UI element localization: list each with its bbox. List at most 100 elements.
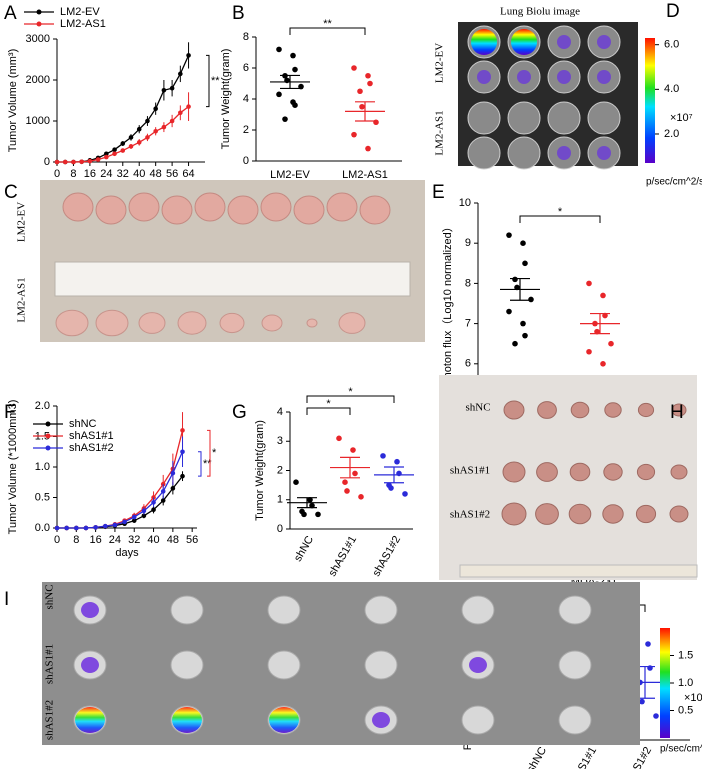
data-point bbox=[514, 284, 520, 291]
data-point bbox=[336, 435, 342, 442]
data-point bbox=[350, 447, 356, 453]
x-tick-label: 16 bbox=[84, 168, 96, 180]
data-point bbox=[128, 135, 134, 140]
signal bbox=[81, 657, 99, 673]
data-point bbox=[292, 102, 298, 108]
x-tick-label: shAS1#2 bbox=[621, 745, 654, 769]
data-point bbox=[342, 479, 348, 486]
tumor bbox=[635, 504, 657, 524]
well bbox=[467, 136, 501, 170]
data-point bbox=[522, 332, 528, 339]
data-point bbox=[131, 518, 137, 523]
data-point bbox=[512, 340, 518, 347]
tumor bbox=[261, 314, 283, 332]
tumor bbox=[170, 595, 204, 625]
sem-bar bbox=[590, 312, 610, 335]
colorbar bbox=[660, 628, 670, 738]
colorbar-unit: p/sec/cm^2/sr bbox=[660, 744, 702, 755]
significance-bracket bbox=[289, 27, 366, 35]
x-tick-label: 48 bbox=[150, 168, 162, 180]
y-tick-label: 2 bbox=[243, 124, 249, 136]
data-point bbox=[293, 479, 299, 486]
y-tick-label: 6 bbox=[243, 62, 249, 74]
data-point bbox=[112, 151, 117, 157]
x-tick-label: 40 bbox=[147, 534, 159, 546]
x-tick-label: 8 bbox=[70, 168, 76, 180]
sem-bar bbox=[355, 101, 375, 122]
data-point bbox=[528, 296, 534, 303]
tumor bbox=[161, 195, 193, 225]
panel-letter: G bbox=[232, 402, 247, 423]
signal bbox=[469, 657, 487, 673]
tumor bbox=[503, 400, 525, 420]
data-point bbox=[102, 523, 108, 529]
tumor bbox=[570, 401, 590, 419]
y-tick-label: 2 bbox=[277, 464, 283, 476]
legend-marker bbox=[36, 21, 42, 27]
significance-label: * bbox=[558, 206, 563, 218]
data-point bbox=[145, 118, 150, 124]
data-point bbox=[365, 145, 371, 152]
data-point bbox=[178, 110, 183, 116]
y-tick-label: 2.0 bbox=[35, 400, 50, 412]
y-tick-label: 1.0 bbox=[35, 461, 50, 473]
y-tick-label: 1 bbox=[277, 494, 283, 506]
data-point bbox=[608, 340, 614, 347]
data-point bbox=[79, 159, 84, 165]
data-point bbox=[344, 488, 350, 494]
tumor bbox=[260, 192, 292, 222]
image-label: shNC bbox=[44, 584, 56, 609]
tumor bbox=[55, 309, 89, 337]
data-point bbox=[394, 458, 400, 465]
data-point bbox=[120, 148, 126, 153]
series-line bbox=[57, 106, 189, 163]
tumor bbox=[670, 464, 688, 480]
significance-bracket bbox=[519, 215, 601, 223]
data-point bbox=[145, 135, 150, 140]
data-point bbox=[522, 260, 528, 267]
signal bbox=[372, 712, 390, 728]
y-axis-label: Tumor Weight(gram) bbox=[254, 420, 266, 521]
x-tick-label: 8 bbox=[73, 534, 79, 546]
data-point bbox=[95, 157, 101, 162]
tumor bbox=[636, 463, 656, 481]
data-point bbox=[122, 519, 127, 525]
data-point bbox=[104, 154, 109, 160]
image-label: LM2-EV bbox=[16, 202, 28, 242]
tumor bbox=[177, 311, 207, 335]
data-point bbox=[315, 511, 321, 518]
well bbox=[507, 136, 541, 170]
x-tick-label: 24 bbox=[100, 168, 112, 180]
data-point bbox=[506, 232, 512, 238]
panel-letter: I bbox=[4, 589, 9, 610]
tumor bbox=[267, 650, 301, 680]
y-tick-label: 0 bbox=[277, 523, 283, 535]
legend-label: shAS1#1 bbox=[69, 430, 114, 442]
sem-bar bbox=[297, 497, 317, 509]
data-point bbox=[141, 513, 147, 519]
x-tick-label: shNC bbox=[525, 745, 549, 769]
data-point bbox=[600, 292, 606, 299]
data-point bbox=[276, 46, 282, 53]
colorbar-tick-label: 4.0 bbox=[664, 83, 679, 95]
signal bbox=[557, 146, 571, 160]
significance-bracket bbox=[207, 429, 211, 477]
tumor bbox=[671, 403, 687, 417]
colorbar-tick-label: 2.0 bbox=[664, 128, 679, 140]
data-point bbox=[153, 128, 158, 134]
data-point bbox=[112, 522, 118, 528]
data-point bbox=[367, 80, 373, 87]
y-tick-label: 8 bbox=[243, 31, 249, 43]
significance-bracket bbox=[198, 451, 202, 477]
plate bbox=[42, 582, 640, 745]
y-tick-label: 9 bbox=[465, 237, 471, 249]
x-tick-label: LM2-AS1 bbox=[342, 169, 388, 181]
data-point bbox=[600, 361, 606, 367]
tumor bbox=[569, 462, 591, 482]
legend-marker bbox=[45, 421, 51, 427]
data-point bbox=[388, 485, 394, 491]
data-point bbox=[352, 470, 358, 477]
data-point bbox=[506, 308, 512, 315]
tumor bbox=[267, 595, 301, 625]
